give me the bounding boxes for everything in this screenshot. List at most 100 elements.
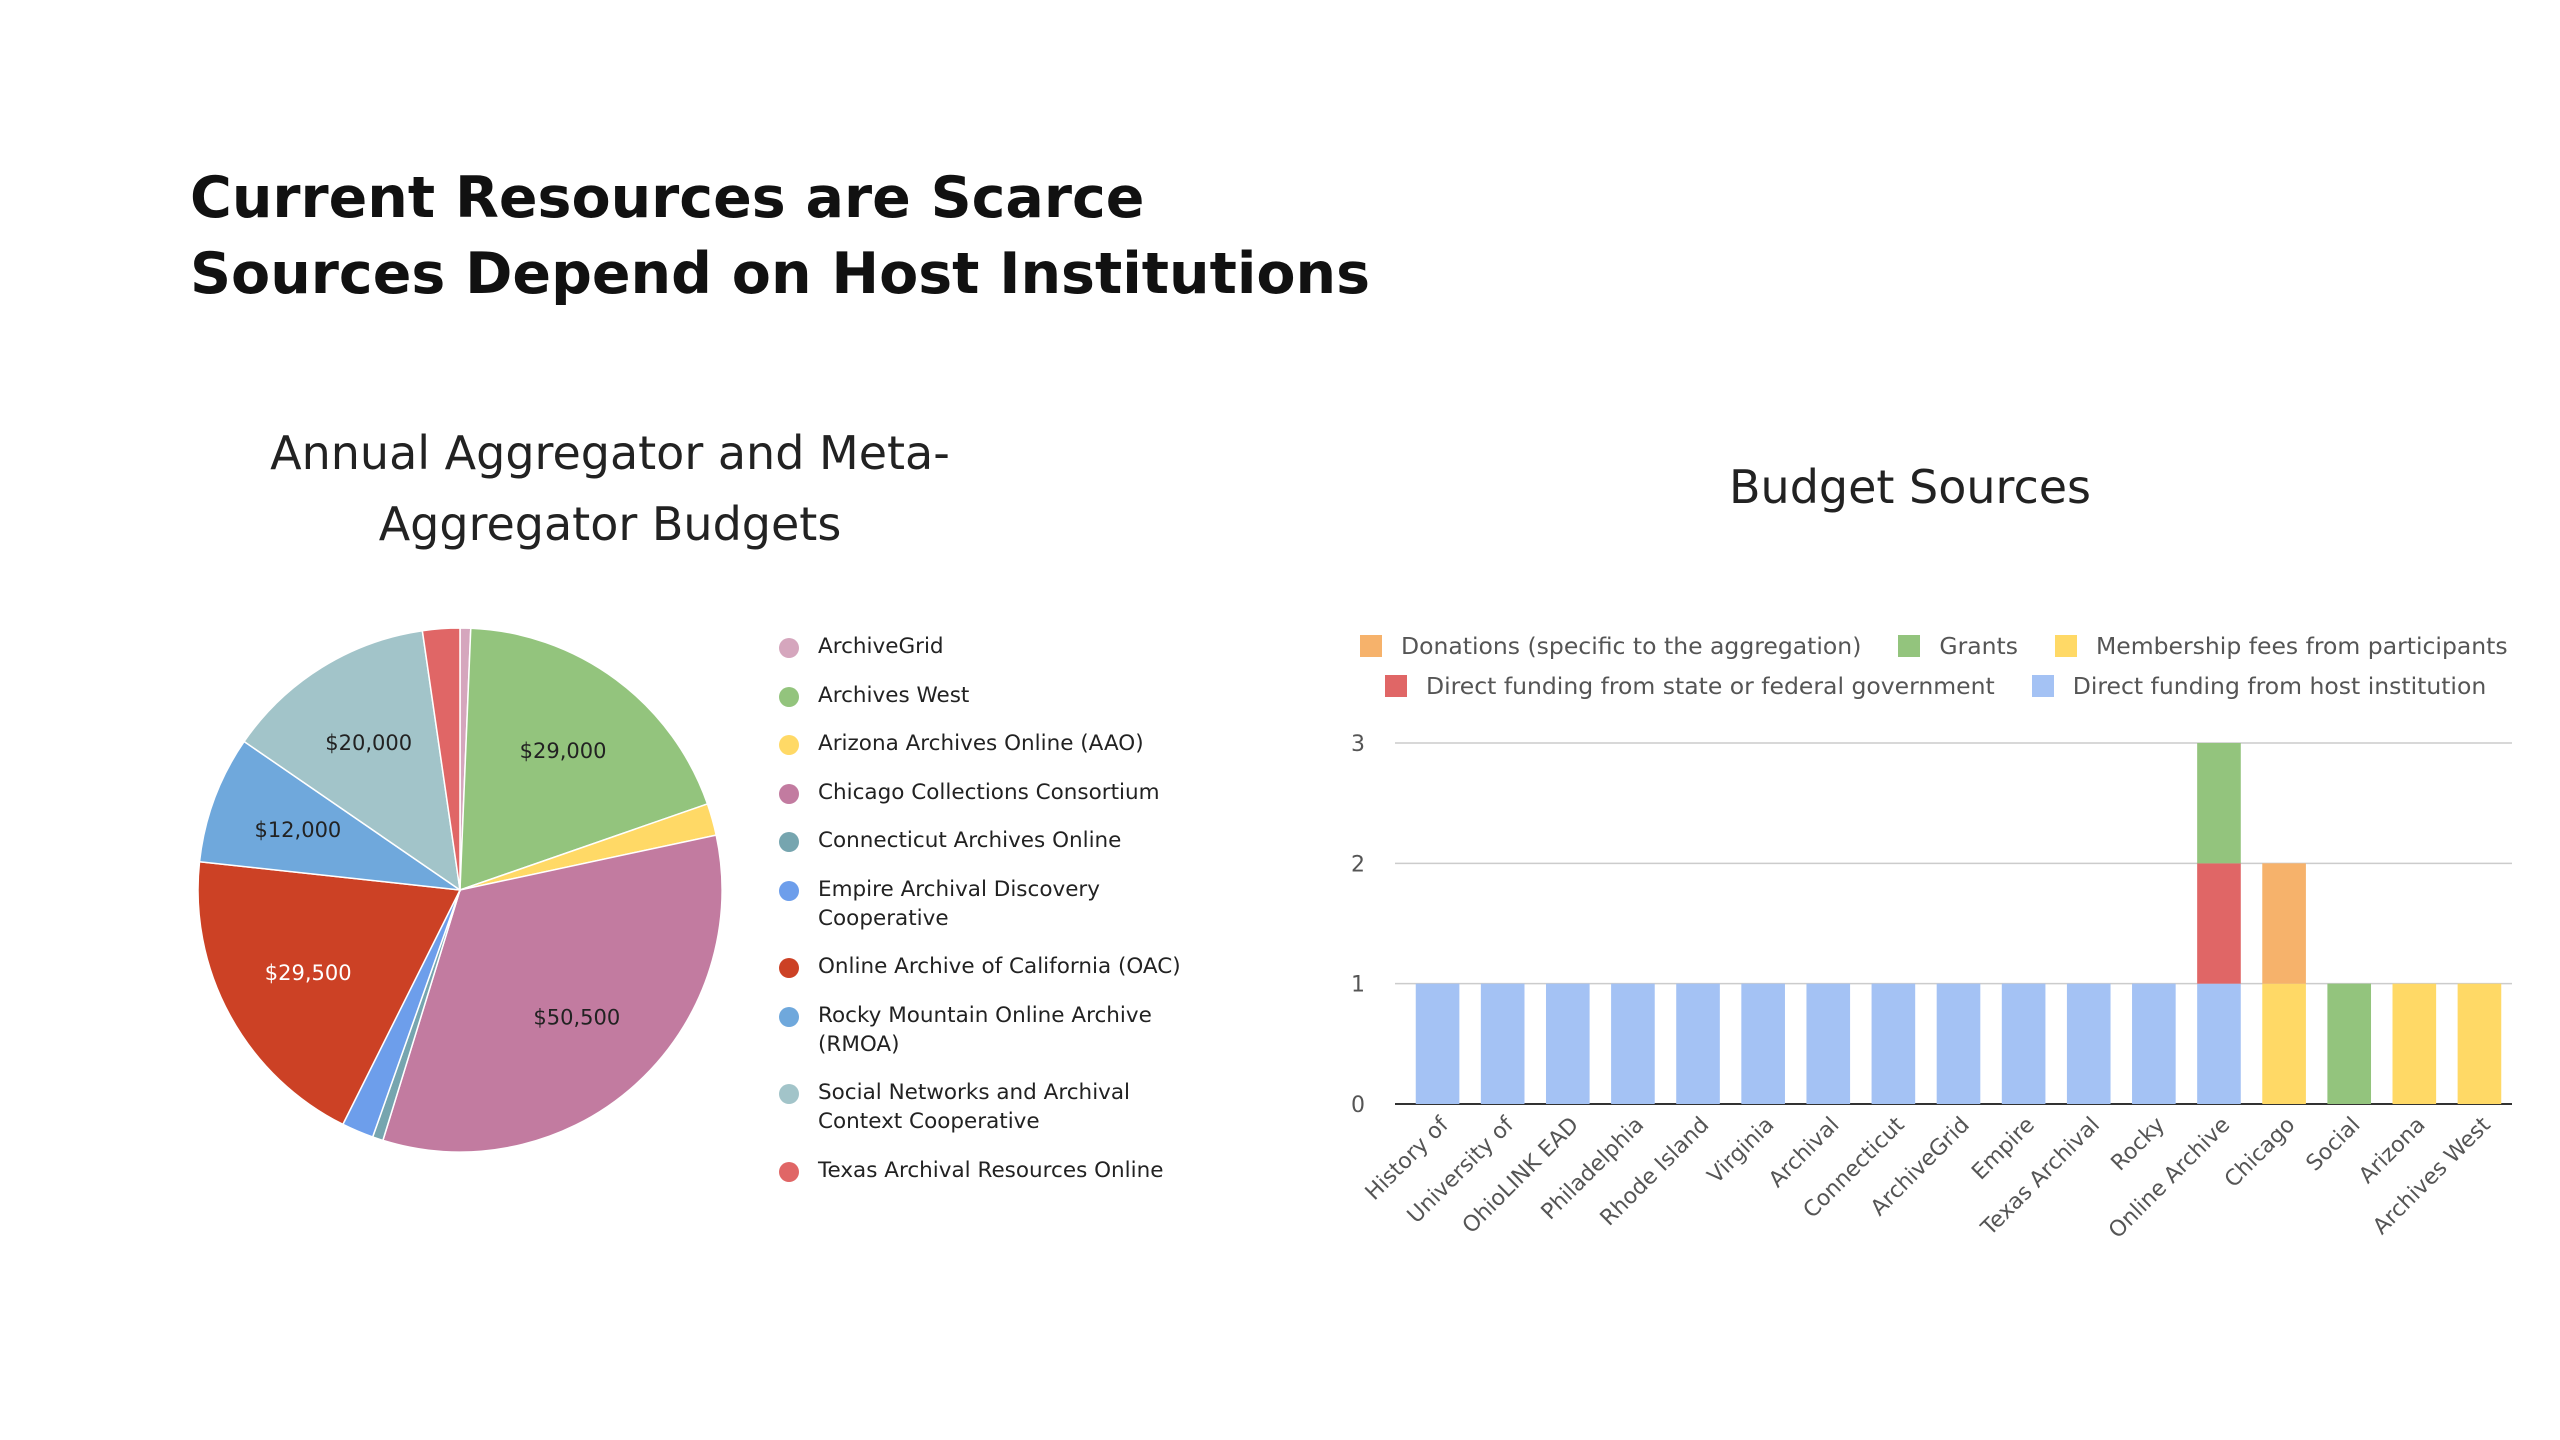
bar-segment-direct-funding-from-host-institution [1545, 983, 1590, 1104]
legend-item-grants: Grants [1898, 626, 2018, 666]
legend-swatch [1898, 635, 1921, 657]
bar-legend: Donations (specific to the aggregation) G… [1360, 626, 2520, 706]
pie-legend: ArchiveGrid Archives West Arizona Archives… [775, 632, 1215, 1204]
legend-label: Context Cooperative [818, 1109, 1040, 1134]
legend-label: Arizona Archives Online (AAO) [818, 731, 1144, 756]
y-tick-label: 1 [1351, 973, 1365, 998]
legend-label: Direct funding from host institution [2072, 672, 2487, 700]
bar-segment-grants [2197, 743, 2241, 864]
legend-item-texas-archival-resources-online: Texas Archival Resources Online [775, 1156, 1215, 1185]
legend-swatch [779, 1084, 799, 1104]
x-tick-label: Social [2302, 1113, 2366, 1177]
bar-segment-grants [2327, 983, 2372, 1104]
x-tick-label: Online Archive [2104, 1113, 2235, 1244]
legend-swatch [779, 735, 799, 755]
bar-segment-membership-fees-from-participants [2457, 983, 2502, 1104]
legend-label: Social Networks and Archival [818, 1080, 1131, 1105]
legend-label: Empire Archival Discovery [818, 876, 1100, 902]
legend-item-empire-archival-discovery-cooperative: Empire Archival Discovery Cooperative [775, 875, 1215, 933]
legend-label: Cooperative [818, 905, 949, 931]
legend-item-online-archive-of-california-oac: Online Archive of California (OAC) [775, 952, 1215, 981]
pie-slice-chicago-collections-consortium [381, 834, 723, 1153]
y-tick-label: 3 [1351, 732, 1365, 757]
legend-swatch [779, 832, 799, 852]
y-tick-label: 2 [1351, 852, 1365, 877]
pie-slice-texas-archival-resources-online [421, 627, 461, 891]
bar-segment-direct-funding-from-host-institution [2066, 983, 2111, 1104]
pie-slice-online-archive-of-california-oac [197, 860, 462, 1126]
legend-swatch [779, 638, 799, 658]
legend-item-archives-west: Archives West [775, 681, 1215, 710]
bar-chart-title: Budget Sources [1728, 460, 2092, 514]
bar-segment-membership-fees-from-participants [2262, 983, 2306, 1104]
legend-label: Connecticut Archives Online [818, 828, 1122, 853]
legend-item-rocky-mountain-online-archive-rmoa: Rocky Mountain Online Archive (RMOA) [775, 1001, 1215, 1059]
pie-data-label: $50,500 [533, 1006, 620, 1030]
bar-segment-direct-funding-from-host-institution [2132, 983, 2176, 1104]
legend-label: ArchiveGrid [818, 634, 944, 659]
pie-data-label: $12,000 [254, 818, 341, 842]
pie-title-line-2: Aggregator Budgets [378, 497, 842, 551]
pie-slice-archives-west [459, 627, 709, 892]
pie-data-label: $29,500 [265, 961, 352, 985]
bar-segment-direct-funding-from-host-institution [1741, 983, 1785, 1104]
x-tick-label: OhioLINK EAD [1458, 1113, 1584, 1239]
bar-segment-direct-funding-from-host-institution [1871, 983, 1916, 1104]
bar-segment-membership-fees-from-participants [2392, 983, 2437, 1104]
bar-segment-direct-funding-from-host-institution [1806, 983, 1851, 1104]
legend-swatch [779, 1161, 799, 1182]
legend-swatch [779, 880, 799, 901]
legend-item-direct-funding-from-state-or-federal-government: Direct funding from state or federal gov… [1385, 666, 1995, 706]
pie-data-label: $29,000 [520, 739, 607, 763]
bar-segment-direct-funding-from-state-or-federal-government [2197, 863, 2241, 984]
slide-title-line-2: Sources Depend on Host Institutions [190, 241, 1371, 307]
bar-segment-direct-funding-from-host-institution [1936, 983, 1981, 1104]
bar-segment-direct-funding-from-host-institution [1611, 983, 1655, 1104]
bar-segment-direct-funding-from-host-institution [2197, 983, 2241, 1104]
legend-label: Online Archive of California (OAC) [818, 954, 1181, 979]
legend-item-archivegrid: ArchiveGrid [775, 632, 1215, 661]
legend-label: Archives West [818, 682, 970, 708]
bar-legend-row: Donations (specific to the aggregation) G… [1360, 626, 2520, 666]
legend-item-connecticut-archives-online: Connecticut Archives Online [775, 826, 1215, 855]
legend-swatch [779, 958, 799, 978]
bar-segment-donations-specific-to-the-aggregation [2262, 863, 2306, 984]
y-tick-label: 0 [1351, 1093, 1365, 1118]
legend-label: Membership fees from participants [2096, 632, 2508, 660]
x-tick-label: Texas Archival [1976, 1113, 2105, 1242]
legend-label: (RMOA) [818, 1031, 900, 1057]
legend-swatch [2055, 635, 2077, 657]
legend-swatch [1360, 635, 1382, 657]
pie-chart-title: Annual Aggregator and Meta- Aggregator B… [190, 418, 1030, 560]
legend-label: Chicago Collections Consortium [818, 779, 1160, 805]
x-tick-label: Rocky [2107, 1113, 2171, 1177]
slide-title-line-1: Current Resources are Scarce [190, 165, 1145, 231]
legend-label: Donations (specific to the aggregation) [1401, 632, 1862, 660]
bar-segment-direct-funding-from-host-institution [1415, 983, 1460, 1104]
pie-chart: $29,000 $50,500 $29,500 $12,000 $20,000 [197, 627, 723, 1153]
pie-title-line-1: Annual Aggregator and Meta- [270, 426, 950, 480]
legend-item-direct-funding-from-host-institution: Direct funding from host institution [2031, 666, 2487, 706]
legend-item-membership-fees-from-participants: Membership fees from participants [2055, 626, 2508, 666]
legend-item-social-networks-and-archival-context-cooperative: Social Networks and Archival Context Coop… [775, 1078, 1215, 1136]
legend-item-donations-specific-to-the-aggregation: Donations (specific to the aggregation) [1360, 626, 1861, 666]
x-tick-label: Chicago [2220, 1113, 2300, 1193]
legend-swatch [779, 783, 799, 804]
legend-swatch [779, 1006, 799, 1027]
bar-segment-direct-funding-from-host-institution [1480, 983, 1525, 1104]
legend-item-arizona-archives-online-aao: Arizona Archives Online (AAO) [775, 729, 1215, 758]
legend-label: Rocky Mountain Online Archive [818, 1002, 1152, 1028]
bar-legend-row: Direct funding from state or federal gov… [1360, 666, 2520, 706]
legend-label: Texas Archival Resources Online [818, 1157, 1164, 1183]
pie-data-label: $20,000 [325, 731, 412, 755]
bar-segment-direct-funding-from-host-institution [2001, 983, 2046, 1104]
legend-item-chicago-collections-consortium: Chicago Collections Consortium [775, 778, 1215, 807]
legend-swatch [779, 686, 799, 707]
legend-swatch [2031, 675, 2054, 697]
pie-slice-social-networks-and-archival-context-cooperative [243, 629, 461, 892]
x-tick-label: Archives West [2369, 1112, 2496, 1239]
bar-segment-direct-funding-from-host-institution [1676, 983, 1720, 1104]
pie-slice-rocky-mountain-online-archive-rmoa [198, 740, 461, 891]
slide-title: Current Resources are Scarce Sources Dep… [190, 160, 1370, 312]
